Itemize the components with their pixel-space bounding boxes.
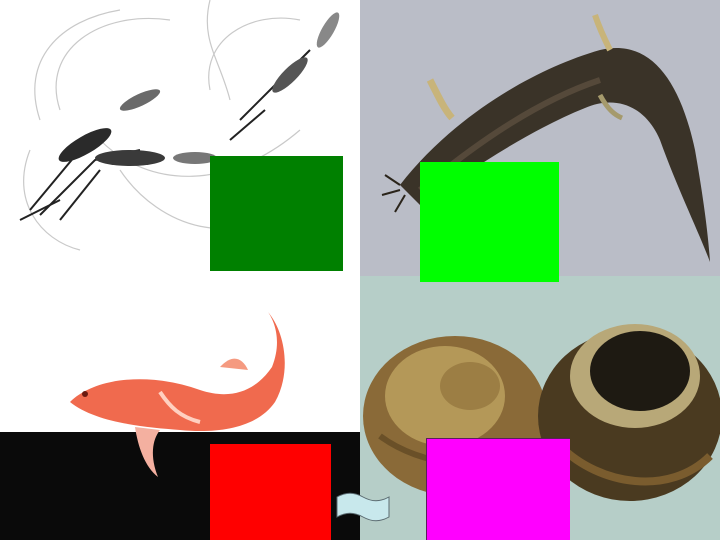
answer-block-2[interactable] xyxy=(420,162,559,282)
answer-block-1[interactable] xyxy=(210,156,343,271)
shrimp-illustration xyxy=(19,0,340,251)
answer-block-4[interactable] xyxy=(426,438,570,540)
wave-action-button[interactable] xyxy=(336,492,390,522)
answer-block-3[interactable] xyxy=(210,444,331,540)
shrimp-panel xyxy=(0,0,360,272)
